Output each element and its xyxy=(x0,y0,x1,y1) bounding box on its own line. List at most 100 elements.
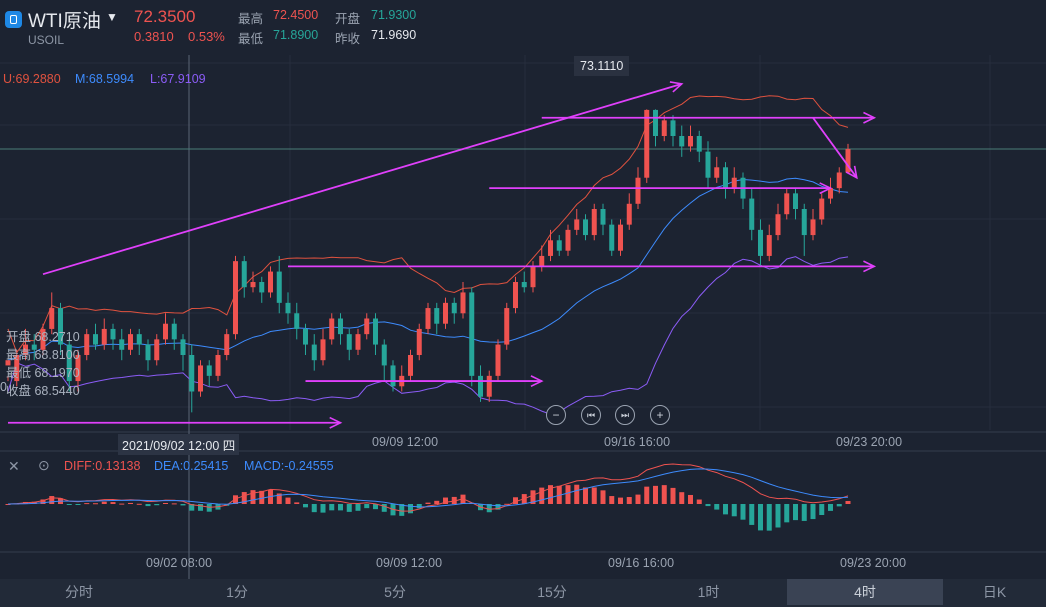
macd-histogram-bar xyxy=(845,500,851,504)
zoom-in-button[interactable]: + xyxy=(650,405,670,425)
macd-histogram-bar xyxy=(75,504,81,505)
tab-1min[interactable]: 1分 xyxy=(226,584,248,600)
ohlc-low: 最低 68.1970 xyxy=(6,366,80,380)
macd-histogram-bar xyxy=(583,487,588,504)
candle-body xyxy=(556,240,562,251)
peak-price-label: 73.1110 xyxy=(574,56,630,76)
macd-histogram-bar xyxy=(154,504,160,506)
candle-body xyxy=(329,318,335,340)
macd-histogram-bar xyxy=(775,504,781,528)
candle-body xyxy=(145,344,151,361)
macd-histogram-bar xyxy=(285,497,291,504)
macd-histogram-bar xyxy=(93,503,98,505)
macd-histogram-bar xyxy=(399,504,405,516)
candle-body xyxy=(443,302,448,324)
annotation-arrow-line xyxy=(42,82,683,276)
macd-histogram-bar xyxy=(731,504,737,517)
candle-body xyxy=(233,261,238,335)
macd-histogram-bar xyxy=(626,497,632,504)
price-change-pct: 0.53% xyxy=(188,29,225,44)
candle-body xyxy=(346,334,352,350)
macd-histogram-bar xyxy=(714,504,720,510)
price-chart[interactable] xyxy=(0,0,1046,579)
candle-body xyxy=(626,203,632,225)
candle-body xyxy=(373,318,378,345)
close-indicator-icon[interactable]: ✕ xyxy=(8,458,20,474)
scroll-right-button[interactable]: ⏭ xyxy=(615,405,635,425)
macd-histogram-bar xyxy=(784,504,790,523)
candle-body xyxy=(93,334,98,345)
dropdown-arrow-icon[interactable]: ▼ xyxy=(106,10,118,24)
macd-histogram-bar xyxy=(486,504,492,513)
candle-body xyxy=(23,344,28,355)
scroll-left-button[interactable]: ⏮ xyxy=(581,405,601,425)
candle-body xyxy=(775,214,781,236)
macd-histogram-bar xyxy=(591,487,597,504)
candle-body xyxy=(460,292,466,314)
macd-histogram-bar xyxy=(574,484,580,504)
crosshair-date-label: 2021/09/02 12:00 四 xyxy=(118,434,240,455)
candle-body xyxy=(688,136,693,147)
candle-body xyxy=(276,271,282,303)
macd-histogram-bar xyxy=(136,503,142,505)
ohlc-close: 收盘 68.5440 xyxy=(6,384,80,398)
macd-histogram-bar xyxy=(408,504,413,514)
candle-body xyxy=(241,261,247,288)
tab-timeshare[interactable]: 分时 xyxy=(65,584,93,600)
annotation-arrow-head xyxy=(530,375,544,388)
instrument-icon xyxy=(5,11,22,28)
macd-histogram-bar xyxy=(31,501,37,504)
macd-histogram-bar xyxy=(618,497,623,504)
tab-5min[interactable]: 5分 xyxy=(384,584,406,600)
candle-body xyxy=(259,282,265,293)
macd-histogram-bar xyxy=(766,504,772,531)
macd-histogram-bar xyxy=(233,495,238,504)
candle-body xyxy=(390,365,396,387)
candle-body xyxy=(565,229,571,251)
candle-body xyxy=(355,334,361,350)
candle-body xyxy=(696,136,702,152)
tab-1hour[interactable]: 1时 xyxy=(697,584,720,600)
macd-histogram-bar xyxy=(5,504,11,505)
candle-body xyxy=(731,177,737,189)
candle-body xyxy=(189,355,195,392)
low-label: 最低 xyxy=(238,32,264,46)
macd-histogram-bar xyxy=(119,503,125,505)
macd-histogram-bar xyxy=(250,490,256,504)
candle-body xyxy=(766,235,772,256)
macd-axis-date: 09/02 08:00 xyxy=(146,556,213,570)
tab-4hour[interactable]: 4时 xyxy=(787,579,943,605)
open-value: 71.9300 xyxy=(371,8,417,22)
annotation-arrow-head xyxy=(863,111,877,124)
candle-body xyxy=(136,334,142,345)
candle-body xyxy=(758,229,763,256)
tab-daily[interactable]: 日K xyxy=(982,584,1007,600)
macd-histogram-bar xyxy=(110,502,116,504)
candle-body xyxy=(661,120,667,136)
macd-histogram-bar xyxy=(679,492,685,504)
macd-histogram-bar xyxy=(565,485,571,504)
candle-body xyxy=(793,193,798,209)
tab-15min[interactable]: 15分 xyxy=(537,584,567,600)
candle-body xyxy=(583,219,588,236)
macd-histogram-bar xyxy=(171,503,177,505)
macd-histogram-bar xyxy=(443,497,448,504)
macd-histogram-bar xyxy=(495,504,501,510)
candle-body xyxy=(810,219,816,236)
macd-histogram-bar xyxy=(303,504,308,508)
macd-histogram-bar xyxy=(338,504,343,511)
candle-body xyxy=(618,224,623,251)
settings-icon[interactable]: ⊙ xyxy=(38,457,50,473)
macd-histogram-bar xyxy=(705,504,711,507)
candle-body xyxy=(206,365,212,376)
candle-body xyxy=(521,282,527,288)
macd-histogram-bar xyxy=(548,485,553,504)
zoom-out-button[interactable]: − xyxy=(546,405,566,425)
candle-body xyxy=(644,109,650,178)
instrument-title[interactable]: WTI原油 xyxy=(28,11,101,32)
macd-histogram-bar xyxy=(513,497,518,504)
candle-body xyxy=(101,328,107,345)
price-axis-date: 09/23 20:00 xyxy=(836,435,903,449)
ohlc-left-glyph: 0 xyxy=(0,380,7,394)
price-axis-date: 09/16 16:00 xyxy=(604,435,671,449)
